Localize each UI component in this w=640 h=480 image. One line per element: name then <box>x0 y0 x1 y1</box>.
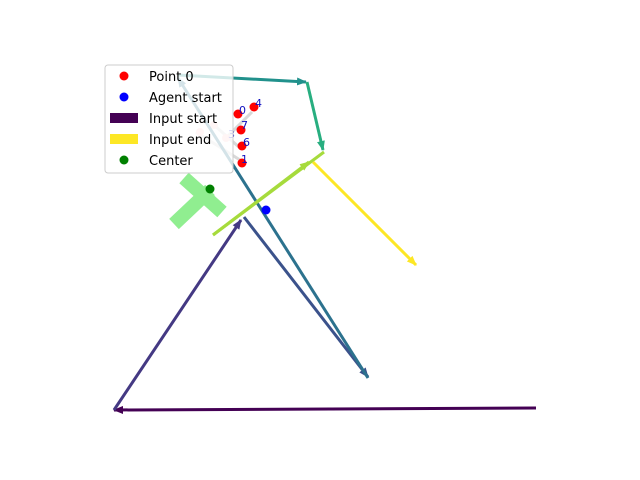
center-cross <box>169 172 227 230</box>
legend-center-label: Center <box>149 154 193 169</box>
point-label-1: 1 <box>241 153 248 166</box>
point-label-6: 6 <box>243 136 250 149</box>
point-label-4: 4 <box>255 97 262 110</box>
path-segment-3 <box>242 216 370 378</box>
legend-box <box>104 64 234 174</box>
legend-input-end-label: Input end <box>149 133 211 148</box>
path-segment-6 <box>305 81 325 151</box>
legend-agent-swatch <box>119 92 129 102</box>
legend-agent-label: Agent start <box>149 91 222 106</box>
legend-input-start-label: Input start <box>149 112 217 127</box>
legend-input-end-swatch <box>110 134 138 144</box>
point-label-7: 7 <box>241 119 248 132</box>
path-segment-2 <box>112 219 243 411</box>
path-segment-7b <box>212 160 310 237</box>
point-1 <box>237 158 247 168</box>
center-marker <box>205 184 215 194</box>
legend-center-swatch <box>119 155 129 165</box>
point-7 <box>236 125 246 135</box>
point-0 <box>233 109 243 119</box>
legend: Point 0 Agent start Input start Input en… <box>104 64 234 174</box>
agent-start-marker <box>261 205 271 215</box>
legend-input-start-swatch <box>110 113 138 123</box>
point-label-0: 0 <box>239 104 246 117</box>
path-segment-1 <box>113 405 537 414</box>
legend-point-label: Point 0 <box>149 70 194 85</box>
point-4 <box>249 102 259 112</box>
point-6 <box>237 141 247 151</box>
legend-point-swatch <box>119 71 129 81</box>
points <box>233 102 259 168</box>
path-segment-8 <box>311 160 418 267</box>
